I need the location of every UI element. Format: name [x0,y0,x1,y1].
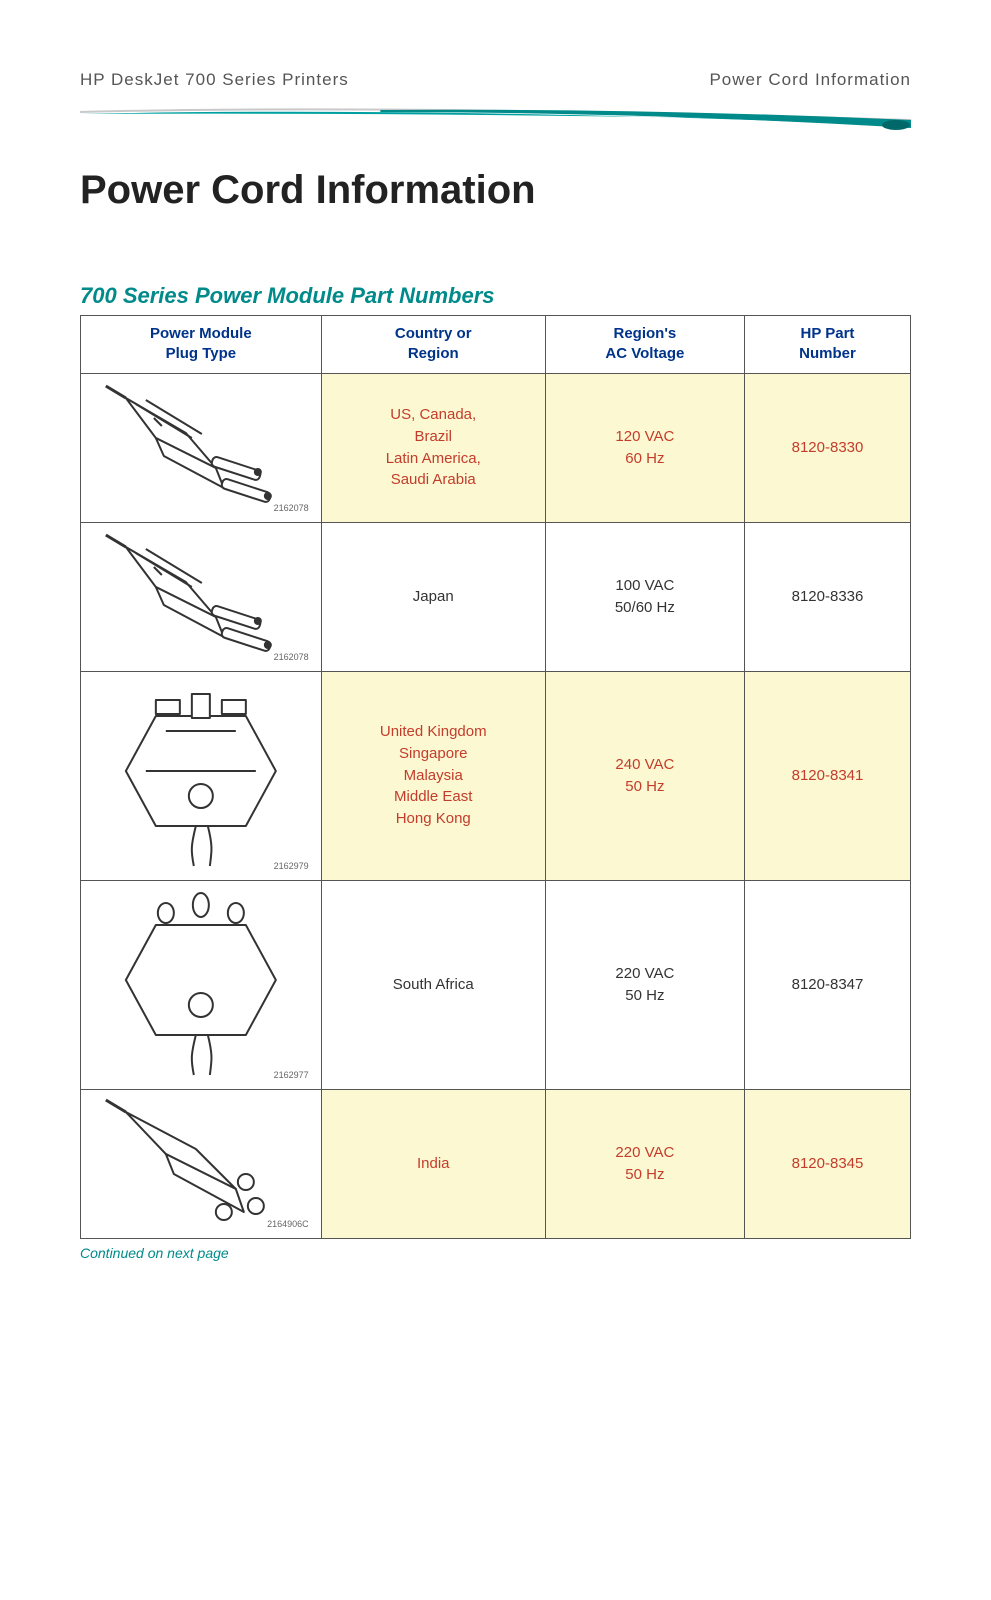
cell-part-number: 8120-8345 [744,1089,910,1238]
table-row: 2162979 United KingdomSingaporeMalaysiaMi… [81,671,911,880]
cell-plug-type: 2164906C [81,1089,322,1238]
cell-country: South Africa [321,880,545,1089]
page-header: HP DeskJet 700 Series Printers Power Cor… [80,70,911,90]
cell-part-number: 8120-8336 [744,522,910,671]
cell-part-number: 8120-8330 [744,373,910,522]
cell-voltage: 220 VAC50 Hz [545,1089,744,1238]
col-plug-type: Power ModulePlug Type [81,316,322,374]
cell-country: Japan [321,522,545,671]
cell-country: India [321,1089,545,1238]
table-row: 2162078 US, Canada,BrazilLatin America,Sa… [81,373,911,522]
table-header-row: Power ModulePlug Type Country orRegion R… [81,316,911,374]
cell-plug-type: 2162977 [81,880,322,1089]
cell-part-number: 8120-8341 [744,671,910,880]
col-voltage: Region'sAC Voltage [545,316,744,374]
table-row: 2164906C India220 VAC50 Hz8120-8345 [81,1089,911,1238]
cell-part-number: 8120-8347 [744,880,910,1089]
plug-id-label: 2162979 [274,860,309,873]
header-right: Power Cord Information [709,70,911,90]
continued-note: Continued on next page [80,1245,911,1261]
cell-country: United KingdomSingaporeMalaysiaMiddle Ea… [321,671,545,880]
header-swoosh-divider [80,98,911,138]
cell-voltage: 120 VAC60 Hz [545,373,744,522]
plug-id-label: 2162977 [274,1069,309,1082]
plug-id-label: 2164906C [267,1218,309,1231]
cell-plug-type: 2162979 [81,671,322,880]
power-module-table: Power ModulePlug Type Country orRegion R… [80,315,911,1239]
plug-id-label: 2162078 [274,502,309,515]
section-title: 700 Series Power Module Part Numbers [80,283,911,309]
cell-plug-type: 2162078 [81,373,322,522]
cell-country: US, Canada,BrazilLatin America,Saudi Ara… [321,373,545,522]
page-title: Power Cord Information [80,168,911,213]
cell-plug-type: 2162078 [81,522,322,671]
col-country: Country orRegion [321,316,545,374]
plug-id-label: 2162078 [274,651,309,664]
col-part-number: HP PartNumber [744,316,910,374]
cell-voltage: 220 VAC50 Hz [545,880,744,1089]
table-row: 2162078 Japan100 VAC50/60 Hz8120-8336 [81,522,911,671]
table-row: 2162977 South Africa220 VAC50 Hz8120-8347 [81,880,911,1089]
header-left: HP DeskJet 700 Series Printers [80,70,349,90]
cell-voltage: 100 VAC50/60 Hz [545,522,744,671]
cell-voltage: 240 VAC50 Hz [545,671,744,880]
